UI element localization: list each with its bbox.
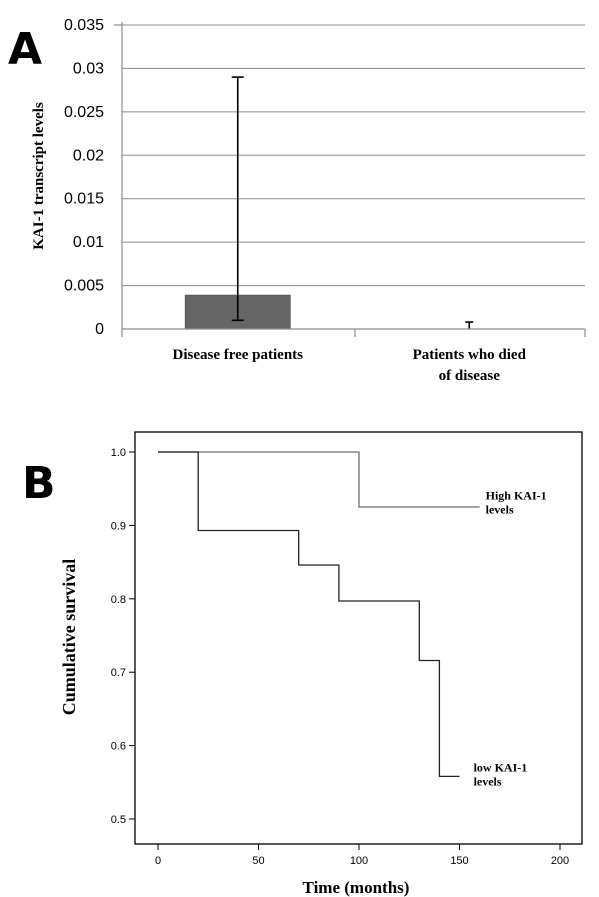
chart-a: 0 0.005 0.01 0.015 0.02 0.025 0.03 0.035 Diseas…: [31, 17, 586, 384]
b-x-axis-label: Time (months): [303, 878, 410, 897]
a-gridlines: [122, 24, 585, 287]
a-y-tick-label: 0.01: [73, 234, 104, 251]
b-y-tick-label: 0.8: [111, 594, 126, 606]
b-x-tick-label: 0: [155, 855, 161, 867]
b-y-tick-label: 0.6: [111, 741, 126, 753]
b-series-lines: [158, 451, 480, 778]
a-y-tick-label: 0.03: [73, 60, 104, 77]
a-x-tick-label: Disease free patients: [172, 347, 303, 363]
b-y-tick-label: 0.5: [111, 814, 126, 826]
b-series-label: levels: [474, 774, 502, 788]
a-y-axis-label: KAI-1 transcript levels: [31, 102, 47, 250]
a-axes: [114, 22, 586, 337]
b-series-label: low KAI-1: [474, 760, 528, 774]
a-y-tick-labels: 0 0.005 0.01 0.015 0.02 0.025 0.03 0.035: [64, 17, 104, 338]
b-series-high: [158, 451, 480, 508]
b-ticks: 0 50 100 150 200 0.5 0.6 0.7 0.8 0.9 1.0: [111, 447, 569, 867]
b-x-tick-label: 50: [252, 855, 264, 867]
a-bars: [184, 76, 474, 330]
b-y-axis-label: Cumulative survival: [59, 559, 79, 716]
b-series-low: [158, 451, 460, 778]
chart-b: 0 50 100 150 200 0.5 0.6 0.7 0.8 0.9 1.0 High KAI-…: [59, 431, 583, 897]
a-y-tick-label: 0.035: [64, 17, 104, 34]
a-x-tick-label: of disease: [439, 368, 501, 384]
a-y-tick-label: 0: [95, 321, 104, 338]
b-series-label: levels: [486, 503, 514, 517]
a-y-tick-label: 0.005: [64, 278, 104, 295]
b-x-tick-label: 150: [450, 855, 468, 867]
a-y-tick-label: 0.025: [64, 104, 104, 121]
a-x-tick-label: Patients who died: [413, 347, 527, 363]
b-series-label: High KAI-1: [486, 489, 547, 503]
panel-label-b: B: [22, 458, 56, 509]
b-y-tick-label: 1.0: [111, 447, 126, 459]
panel-label-a: A: [8, 24, 42, 75]
a-y-tick-label: 0.02: [73, 147, 104, 164]
a-x-tick-labels: Disease free patients Patients who died of…: [172, 347, 526, 384]
b-y-tick-label: 0.7: [111, 667, 126, 679]
b-y-tick-label: 0.9: [111, 520, 126, 532]
b-x-tick-label: 100: [350, 855, 368, 867]
b-x-tick-label: 200: [551, 855, 569, 867]
a-y-tick-label: 0.015: [64, 191, 104, 208]
